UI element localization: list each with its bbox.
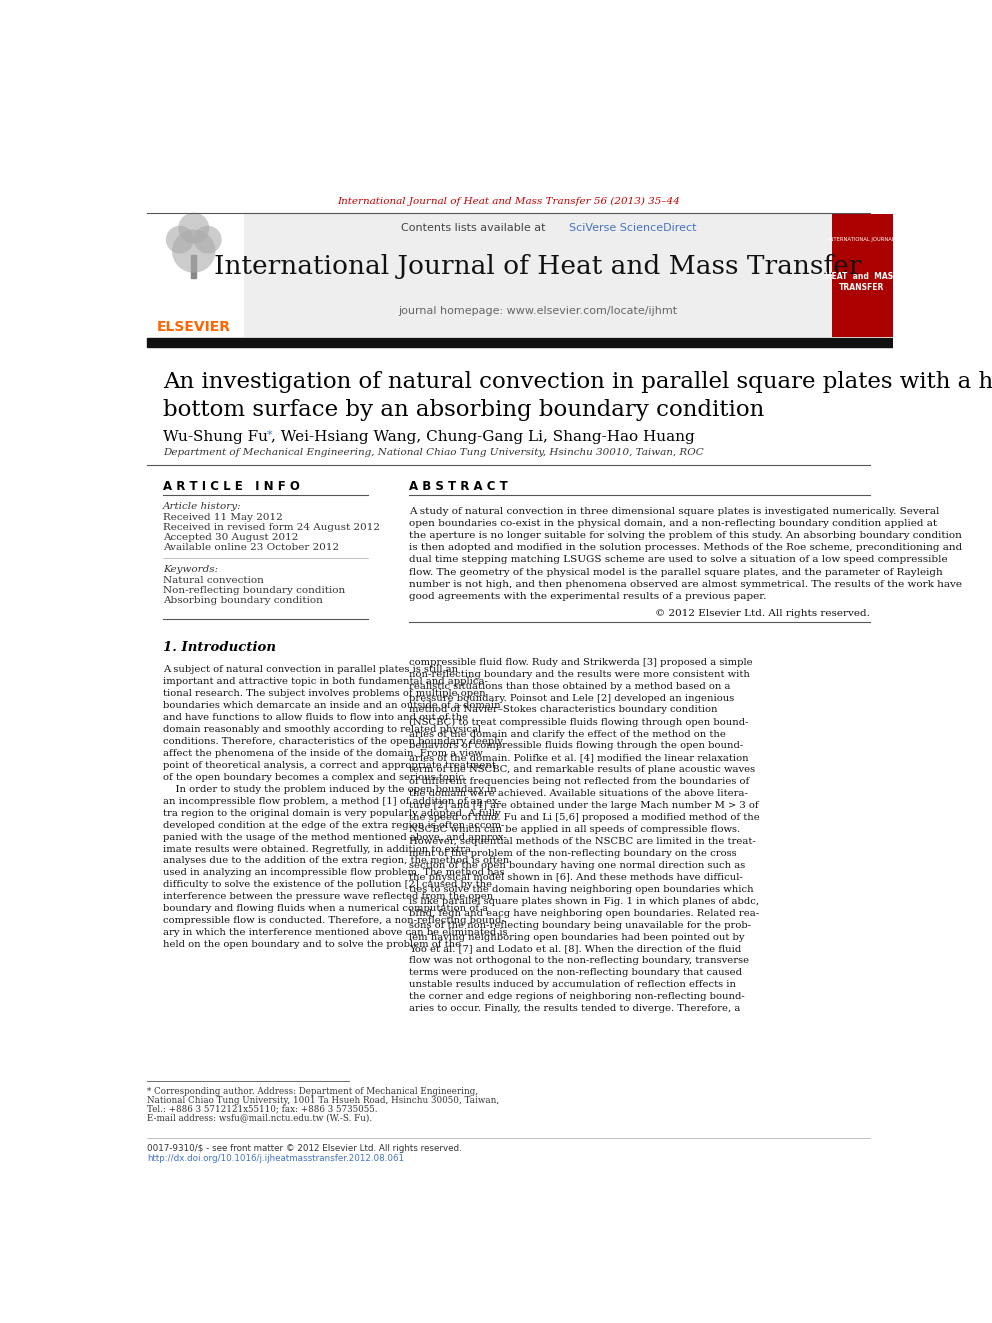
Text: International Journal of Heat and Mass Transfer 56 (2013) 35–44: International Journal of Heat and Mass T…: [337, 197, 680, 205]
Text: HEAT  and  MASS
TRANSFER: HEAT and MASS TRANSFER: [825, 271, 899, 292]
Text: , Wei-Hsiang Wang, Chung-Gang Li, Shang-Hao Huang: , Wei-Hsiang Wang, Chung-Gang Li, Shang-…: [271, 430, 695, 445]
Text: E-mail address: wsfu@mail.nctu.edu.tw (W.-S. Fu).: E-mail address: wsfu@mail.nctu.edu.tw (W…: [147, 1113, 372, 1122]
Circle shape: [179, 213, 209, 243]
Text: 0017-9310/$ - see front matter © 2012 Elsevier Ltd. All rights reserved.: 0017-9310/$ - see front matter © 2012 El…: [147, 1144, 462, 1154]
Bar: [191, 255, 196, 278]
Text: Article history:: Article history:: [163, 503, 241, 511]
Text: ELSEVIER: ELSEVIER: [157, 320, 231, 333]
Bar: [147, 214, 244, 337]
Text: Available online 23 October 2012: Available online 23 October 2012: [163, 544, 339, 552]
Text: National Chiao Tung University, 1001 Ta Hsueh Road, Hsinchu 30050, Taiwan,: National Chiao Tung University, 1001 Ta …: [147, 1095, 500, 1105]
Text: Absorbing boundary condition: Absorbing boundary condition: [163, 597, 322, 605]
Text: An investigation of natural convection in parallel square plates with a heated
b: An investigation of natural convection i…: [163, 370, 992, 421]
Text: Accepted 30 August 2012: Accepted 30 August 2012: [163, 533, 299, 542]
Text: © 2012 Elsevier Ltd. All rights reserved.: © 2012 Elsevier Ltd. All rights reserved…: [655, 609, 870, 618]
Text: Tel.: +886 3 5712121x55110; fax: +886 3 5735055.: Tel.: +886 3 5712121x55110; fax: +886 3 …: [147, 1105, 378, 1114]
Text: Keywords:: Keywords:: [163, 565, 218, 574]
Bar: [147, 339, 893, 347]
Circle shape: [172, 230, 215, 273]
Text: Non-reflecting boundary condition: Non-reflecting boundary condition: [163, 586, 345, 595]
Text: SciVerse ScienceDirect: SciVerse ScienceDirect: [568, 224, 696, 233]
Circle shape: [166, 226, 193, 254]
Text: Contents lists available at: Contents lists available at: [402, 224, 550, 233]
Text: compressible fluid flow. Rudy and Strikwerda [3] proposed a simple
non-reflectin: compressible fluid flow. Rudy and Strikw…: [409, 658, 760, 1013]
Text: Received 11 May 2012: Received 11 May 2012: [163, 513, 283, 523]
Text: http://dx.doi.org/10.1016/j.ijheatmasstransfer.2012.08.061: http://dx.doi.org/10.1016/j.ijheatmasstr…: [147, 1155, 405, 1163]
Text: * Corresponding author. Address: Department of Mechanical Engineering,: * Corresponding author. Address: Departm…: [147, 1088, 478, 1097]
Text: Department of Mechanical Engineering, National Chiao Tung University, Hsinchu 30: Department of Mechanical Engineering, Na…: [163, 448, 703, 458]
Text: A study of natural convection in three dimensional square plates is investigated: A study of natural convection in three d…: [409, 507, 962, 601]
Circle shape: [193, 226, 221, 254]
Text: 1. Introduction: 1. Introduction: [163, 642, 276, 654]
Text: INTERNATIONAL JOURNAL: INTERNATIONAL JOURNAL: [828, 237, 895, 242]
Bar: [831, 214, 893, 337]
Text: Wu-Shung Fu: Wu-Shung Fu: [163, 430, 273, 445]
Text: A R T I C L E   I N F O: A R T I C L E I N F O: [163, 479, 300, 492]
Bar: [244, 214, 831, 337]
Text: International Journal of Heat and Mass Transfer: International Journal of Heat and Mass T…: [214, 254, 861, 279]
Text: A B S T R A C T: A B S T R A C T: [409, 479, 508, 492]
Text: *: *: [267, 430, 272, 439]
Text: journal homepage: www.elsevier.com/locate/ijhmt: journal homepage: www.elsevier.com/locat…: [398, 306, 678, 316]
Text: A subject of natural convection in parallel plates is still an
important and att: A subject of natural convection in paral…: [163, 665, 509, 949]
Text: Natural convection: Natural convection: [163, 577, 264, 585]
Text: Received in revised form 24 August 2012: Received in revised form 24 August 2012: [163, 523, 380, 532]
